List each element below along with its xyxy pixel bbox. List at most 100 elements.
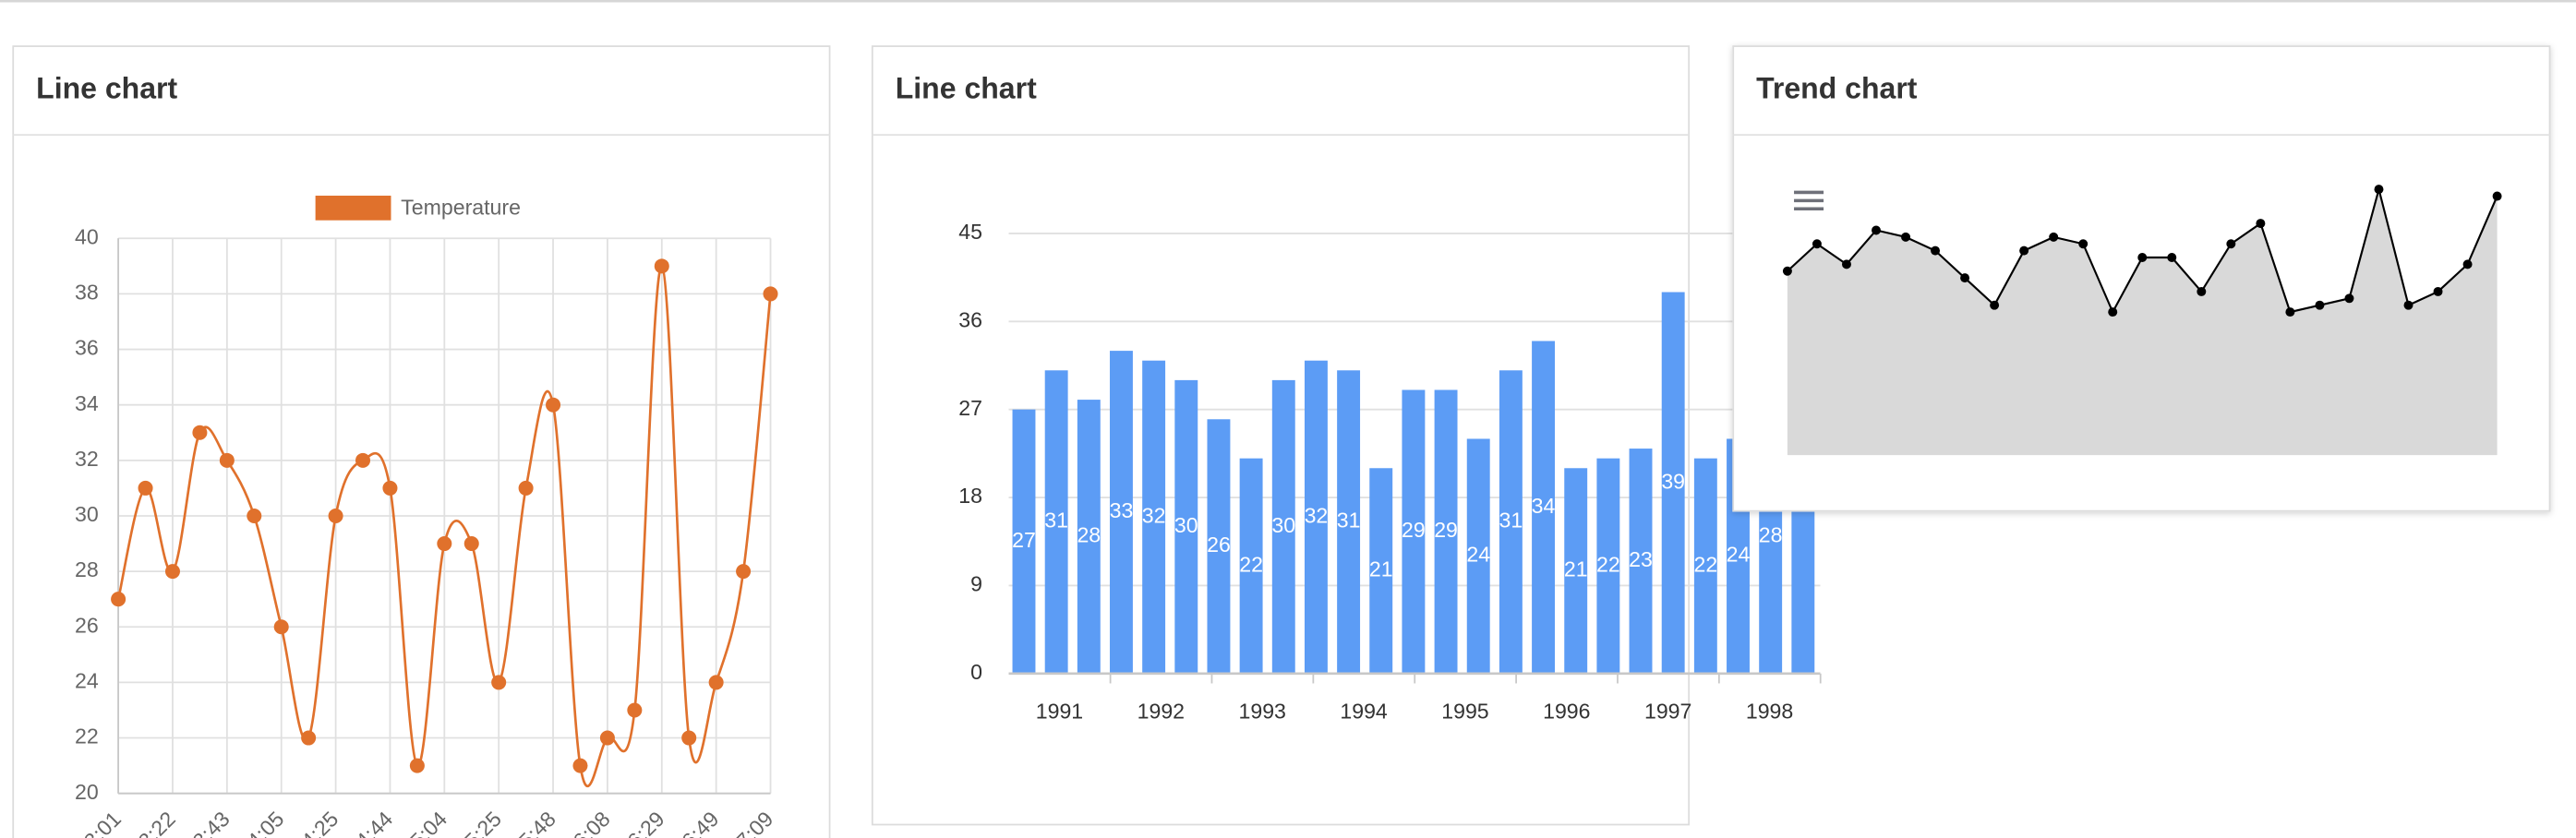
bar-value-label: 34 [1532, 494, 1556, 518]
legend-swatch [315, 196, 391, 221]
bar-value-label: 27 [1012, 528, 1036, 552]
data-point [2019, 245, 2029, 256]
y-tick-label: 24 [75, 669, 99, 693]
bar-value-label: 30 [1174, 513, 1198, 537]
bar [1564, 468, 1588, 674]
bar [1142, 360, 1166, 674]
data-point [1931, 245, 1941, 256]
x-tick-label: 1998 [1746, 700, 1793, 724]
data-point [1960, 273, 1970, 283]
y-tick-label: 22 [75, 724, 99, 748]
data-point [273, 619, 289, 635]
bar [1077, 400, 1101, 674]
bar-value-label: 21 [1564, 557, 1588, 581]
y-tick-label: 30 [75, 502, 99, 526]
bar [1434, 389, 1458, 674]
data-point [111, 592, 126, 607]
bar [1337, 370, 1361, 674]
x-tick-label: 1991 [1036, 700, 1083, 724]
bar [1174, 379, 1198, 674]
data-point [2167, 253, 2177, 262]
card: Trend chart [1732, 45, 2551, 512]
data-point [1782, 266, 1792, 276]
bar-value-label: 21 [1369, 557, 1393, 581]
y-tick-label: 36 [958, 307, 982, 331]
card-title: Trend chart [1756, 72, 1918, 105]
data-point [763, 286, 778, 302]
y-tick-label: 0 [970, 660, 982, 684]
y-tick-label: 28 [75, 557, 99, 581]
data-point [599, 730, 615, 746]
data-point [2492, 191, 2502, 201]
x-tick-label: 1994 [1340, 700, 1388, 724]
bar-value-label: 29 [1434, 518, 1458, 542]
data-point [219, 452, 235, 468]
card-background [12, 45, 831, 838]
bar-value-label: 28 [1759, 523, 1783, 547]
bar [1239, 458, 1263, 674]
bar [1369, 468, 1393, 674]
bar-value-label: 32 [1142, 503, 1166, 527]
y-tick-label: 9 [970, 572, 982, 596]
data-point [2344, 293, 2354, 304]
data-point [382, 480, 398, 496]
data-point [2078, 239, 2088, 249]
bar [1271, 379, 1295, 674]
bar [1629, 449, 1653, 674]
bar-value-label: 31 [1337, 509, 1361, 533]
bar-value-label: 22 [1596, 552, 1620, 576]
bar-value-label: 22 [1693, 552, 1717, 576]
data-point [2256, 219, 2266, 229]
bar [1402, 389, 1426, 674]
data-point [328, 508, 343, 523]
data-point [2137, 253, 2148, 262]
bar-value-label: 26 [1207, 533, 1231, 557]
y-tick-label: 36 [75, 336, 99, 360]
data-point [736, 564, 752, 580]
data-point [572, 758, 588, 773]
data-point [1990, 300, 2000, 310]
data-point [463, 536, 479, 552]
data-point [2403, 300, 2413, 310]
y-tick-label: 40 [75, 224, 99, 248]
data-point [1901, 232, 1911, 242]
bar [1012, 409, 1036, 674]
bar [1693, 458, 1717, 674]
data-point [409, 758, 425, 773]
bar-value-label: 24 [1466, 543, 1490, 567]
y-tick-label: 18 [958, 484, 982, 508]
card-title: Line chart [36, 72, 177, 105]
data-point [2049, 232, 2059, 242]
bar-value-label: 32 [1305, 503, 1329, 527]
bar-value-label: 31 [1044, 509, 1068, 533]
y-tick-label: 20 [75, 780, 99, 804]
legend-label: Temperature [401, 195, 521, 219]
bar [1532, 341, 1556, 674]
x-tick-label: 1993 [1238, 700, 1285, 724]
bar-value-label: 30 [1271, 513, 1295, 537]
data-point [546, 397, 561, 413]
x-tick-label: 1992 [1138, 700, 1185, 724]
bar [1661, 292, 1685, 674]
bar [1304, 360, 1328, 674]
data-point [708, 675, 724, 690]
data-point [518, 480, 534, 496]
data-point [2433, 286, 2443, 296]
data-point [2285, 307, 2295, 317]
data-point [192, 425, 208, 440]
data-point [2374, 185, 2384, 195]
data-point [654, 258, 669, 274]
card: Line chart 0 9 18 27 36 45 27 31 28 33 32 30 26 22 30 32… [871, 45, 1822, 826]
data-point [2108, 307, 2118, 317]
x-tick-label: 1996 [1543, 700, 1590, 724]
data-point [1812, 239, 1822, 249]
data-point [491, 675, 507, 690]
x-tick-label: 1995 [1441, 700, 1488, 724]
bar-value-label: 23 [1629, 547, 1653, 571]
data-point [164, 564, 180, 580]
data-point [301, 730, 317, 746]
data-point [1872, 225, 1881, 235]
